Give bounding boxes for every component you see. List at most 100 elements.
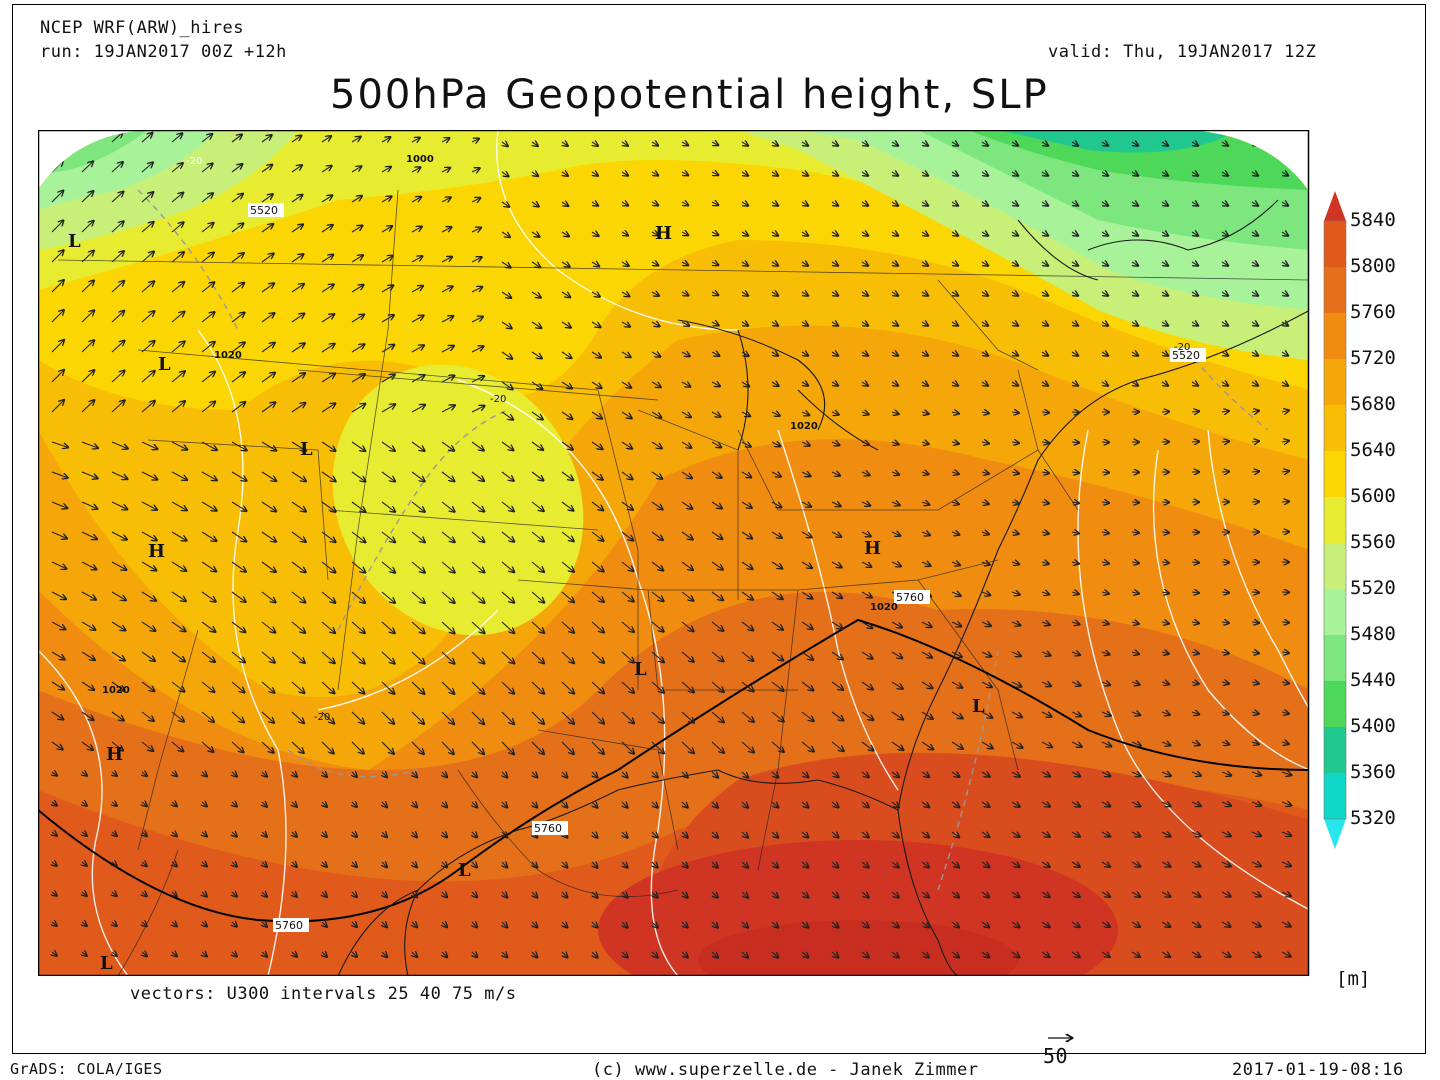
contour-label: -20: [1174, 342, 1190, 353]
wind-vector: [381, 345, 394, 353]
wind-vector: [981, 862, 989, 867]
wind-vector: [291, 561, 306, 572]
wind-vector: [561, 561, 574, 572]
wind-vector: [922, 172, 928, 176]
wind-vector: [501, 711, 514, 724]
wind-vector: [772, 232, 778, 236]
wind-vector: [411, 138, 420, 142]
wind-vector: [51, 711, 63, 720]
wind-vector: [232, 922, 237, 927]
timestamp: 2017-01-19-08:16: [1232, 1060, 1404, 1080]
pressure-system-label: H: [864, 538, 881, 559]
wind-vector: [502, 832, 507, 837]
wind-vector: [891, 922, 899, 928]
wind-vector: [321, 255, 333, 263]
wind-vector: [141, 501, 157, 510]
wind-vector: [82, 862, 87, 866]
wind-vector: [531, 351, 542, 358]
wind-vector: [1191, 411, 1199, 412]
wind-vector: [231, 223, 243, 233]
wind-vector: [321, 591, 335, 603]
wind-vector: [1252, 292, 1258, 296]
wind-vector: [201, 471, 217, 480]
wind-vector: [741, 412, 750, 416]
wind-vector: [651, 531, 663, 540]
wind-vector: [1281, 622, 1289, 623]
wind-vector: [141, 711, 154, 721]
wind-vector: [171, 651, 185, 662]
wind-vector: [51, 400, 64, 413]
contour-label: 5760: [534, 822, 562, 835]
wind-vector: [531, 262, 540, 267]
wind-vector: [322, 862, 327, 867]
wind-vector: [981, 832, 989, 837]
wind-vector: [441, 257, 452, 263]
wind-vector: [681, 172, 688, 175]
wind-vector: [951, 442, 959, 444]
wind-vector: [532, 892, 537, 898]
wind-vector: [81, 400, 94, 413]
wind-vector: [921, 621, 932, 627]
wind-vector: [1041, 741, 1052, 747]
wind-vector: [1101, 712, 1111, 716]
wind-vector: [531, 411, 543, 419]
wind-vector: [982, 292, 988, 296]
wind-vector: [321, 344, 335, 353]
colorbar-level-label: 5520: [1350, 577, 1396, 599]
wind-vector: [1222, 202, 1228, 206]
colorbar-block: [1324, 635, 1346, 681]
wind-vector: [172, 802, 177, 806]
wind-vector: [802, 382, 808, 386]
wind-vector: [561, 202, 568, 206]
wind-vector: [262, 772, 267, 777]
wind-vector: [471, 139, 479, 142]
wind-vector: [861, 711, 873, 720]
wind-vector: [1251, 471, 1259, 472]
colorbar-block: [1324, 773, 1346, 819]
wind-vector: [1191, 622, 1199, 623]
wind-vector: [231, 372, 245, 383]
wind-vector: [892, 142, 898, 146]
wind-vector: [891, 472, 899, 475]
wind-vector: [261, 313, 274, 323]
wind-vector: [801, 741, 814, 752]
wind-vector: [261, 531, 276, 542]
wind-vector: [832, 142, 838, 146]
wind-vector: [262, 922, 267, 927]
wind-vector: [561, 232, 569, 236]
wind-vector: [1251, 712, 1259, 714]
wind-vector: [82, 802, 87, 806]
wind-vector: [261, 681, 274, 693]
wind-vector: [502, 142, 508, 146]
contour-label: 1020: [790, 421, 818, 432]
wind-vector: [682, 862, 688, 868]
wind-vector: [1072, 292, 1078, 296]
wind-vector: [471, 741, 484, 754]
wind-vector: [261, 621, 275, 633]
wind-vector: [111, 221, 124, 233]
wind-vector: [261, 165, 272, 173]
wind-vector: [322, 892, 327, 897]
wind-vector: [261, 651, 275, 663]
wind-vector: [621, 501, 633, 510]
wind-vector: [921, 832, 929, 837]
wind-vector: [472, 862, 477, 867]
wind-vector: [801, 621, 813, 629]
colorbar-block: [1324, 727, 1346, 773]
colorbar-level-label: 5320: [1350, 807, 1396, 829]
wind-vector: [1281, 862, 1291, 866]
wind-vector: [1101, 622, 1109, 624]
wind-vector: [652, 892, 658, 898]
wind-vector: [201, 711, 214, 722]
wind-vector: [682, 952, 688, 958]
wind-vector: [1251, 862, 1261, 866]
wind-vector: [231, 441, 247, 450]
wind-vector: [1221, 562, 1229, 563]
wind-vector: [1102, 382, 1108, 386]
wind-vector: [232, 772, 237, 777]
wind-vector: [1221, 622, 1229, 623]
colorbar: [1323, 191, 1347, 849]
wind-vector: [1101, 892, 1110, 897]
model-name: NCEP WRF(ARW)_hires: [40, 18, 244, 38]
wind-vector: [951, 892, 959, 897]
